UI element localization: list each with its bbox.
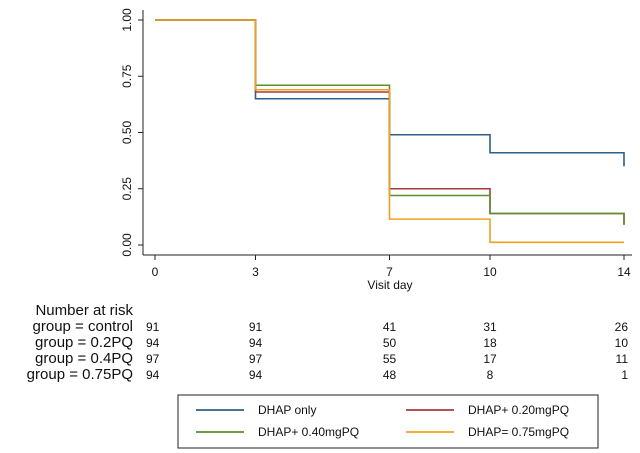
risk-row-label: group = control	[33, 318, 133, 335]
legend-label-3: DHAP+ 0.40mgPQ	[258, 425, 359, 439]
risk-count: 31	[483, 320, 497, 334]
risk-count: 97	[249, 352, 263, 366]
risk-count: 94	[146, 336, 160, 350]
risk-count: 94	[146, 368, 160, 382]
x-tick-label: 7	[386, 265, 393, 279]
y-tick-label: 0.75	[120, 64, 134, 88]
risk-count: 8	[487, 368, 494, 382]
legend-label-1: DHAP only	[258, 403, 316, 417]
risk-count: 17	[483, 352, 497, 366]
legend-label-2: DHAP+ 0.20mgPQ	[468, 403, 569, 417]
risk-count: 26	[615, 320, 629, 334]
risk-count: 97	[146, 352, 160, 366]
axes: 0.00 0.25 0.50 0.75 1.00 0 3 7 10 14	[120, 8, 632, 279]
x-tick-label: 0	[152, 265, 159, 279]
x-tick-label: 14	[617, 265, 631, 279]
series-line-4	[155, 19, 624, 244]
x-tick-label: 10	[483, 265, 497, 279]
legend-label-4: DHAP= 0.75mgPQ	[468, 425, 569, 439]
risk-count: 1	[621, 368, 628, 382]
risk-count: 94	[249, 336, 263, 350]
legend-box	[177, 394, 599, 449]
risk-count: 55	[383, 352, 397, 366]
y-tick-label: 1.00	[120, 8, 134, 32]
risk-count: 18	[483, 336, 497, 350]
risk-row-label: group = 0.75PQ	[27, 366, 133, 383]
risk-count: 11	[616, 352, 629, 366]
x-axis-label: Visit day	[367, 278, 412, 292]
risk-table: Number at risk group = control 91 91 41 31 26…	[27, 302, 629, 383]
risk-row-label: group = 0.4PQ	[35, 350, 133, 367]
risk-count: 91	[146, 320, 160, 334]
risk-count: 48	[383, 368, 397, 382]
y-tick-label: 0.25	[120, 177, 134, 201]
y-tick-label: 0.00	[120, 233, 134, 257]
risk-count: 91	[249, 320, 263, 334]
y-tick-label: 0.50	[120, 120, 134, 144]
risk-count: 41	[383, 320, 397, 334]
risk-row-label: group = 0.2PQ	[35, 334, 133, 351]
x-tick-label: 3	[252, 265, 259, 279]
risk-table-title: Number at risk	[35, 302, 133, 319]
survival-curves	[155, 19, 625, 244]
risk-count: 50	[383, 336, 397, 350]
legend: DHAP only DHAP+ 0.20mgPQ DHAP+ 0.40mgPQ DHA…	[177, 394, 599, 449]
risk-count: 94	[249, 368, 263, 382]
risk-count: 10	[615, 336, 629, 350]
